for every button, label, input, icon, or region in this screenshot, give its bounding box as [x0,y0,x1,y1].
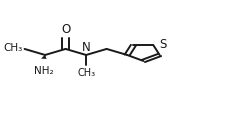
Text: CH₃: CH₃ [3,43,22,53]
Text: CH₃: CH₃ [77,68,95,78]
Text: O: O [61,23,70,36]
Text: NH₂: NH₂ [34,66,54,76]
Polygon shape [42,55,46,59]
Text: N: N [82,41,91,54]
Text: S: S [159,38,167,51]
